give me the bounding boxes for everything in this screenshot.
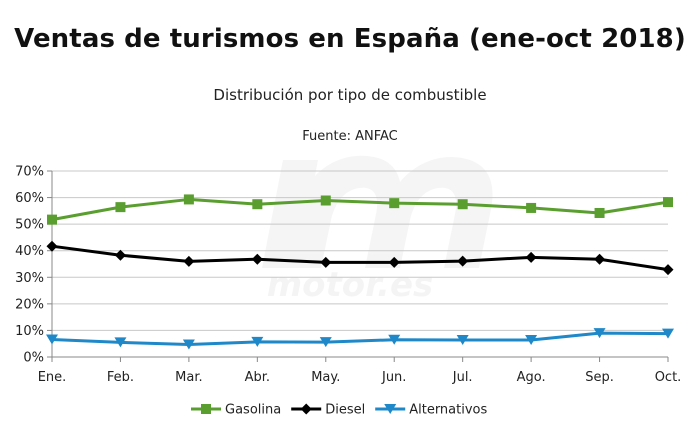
data-point-alternativos [388,334,401,345]
data-point-alternativos [46,334,58,345]
y-tick-label: 70% [15,165,44,180]
y-tick-label: 60% [15,191,44,206]
legend-marker [201,404,211,414]
x-tick-label: Feb. [107,370,134,385]
y-tick-label: 0% [23,351,44,366]
data-point-gasolina [457,199,468,210]
data-point-alternativos [662,328,674,339]
x-tick-label: Oct. [655,370,682,385]
data-point-gasolina [663,197,673,208]
series-alternativos [46,328,674,350]
y-axis-ticks: 0% 10% 20% 30% 40% 50% 60% 70% [15,165,52,366]
data-point-gasolina [526,202,537,213]
axes [51,171,668,358]
x-tick-label: Ene. [38,370,67,385]
legend-item-alternativos: Alternativos [375,403,487,418]
data-point-diesel [46,240,58,252]
series-line-gasolina [51,197,669,222]
y-tick-label: 10% [15,324,44,339]
data-point-gasolina [594,207,605,218]
grid-lines [52,170,668,358]
x-tick-label: Jul. [452,370,473,385]
legend-marker [300,403,312,415]
data-point-gasolina [252,199,263,210]
data-point-alternativos [182,339,195,350]
series-gasolina [47,194,673,225]
x-tick-label: Abr. [245,370,270,385]
x-tick-label: Mar. [175,370,202,385]
data-point-alternativos [251,336,264,347]
y-tick-label: 30% [15,271,44,286]
y-tick-label: 50% [15,218,44,233]
data-point-gasolina [47,214,57,225]
legend-label: Alternativos [409,403,487,418]
data-point-diesel [251,253,263,265]
y-tick-label: 20% [15,297,44,312]
legend-label: Gasolina [225,403,281,418]
series-diesel [46,240,674,276]
data-point-gasolina [389,198,400,209]
data-point-alternativos [319,337,332,348]
data-point-gasolina [183,194,194,205]
watermark-logo: motor.es [262,155,493,305]
data-point-diesel [183,255,195,267]
watermark-text: motor.es [267,265,434,305]
data-point-diesel [662,264,674,276]
data-point-diesel [320,256,332,268]
series-line-diesel [51,244,669,272]
legend-marker [384,404,397,414]
series-line-alternativos [51,331,669,347]
chart-subtitle: Distribución por tipo de combustible [213,86,487,104]
legend-label: Diesel [325,403,365,418]
legend: Gasolina Diesel Alternativos [191,403,487,418]
chart-title: Ventas de turismos en España (ene-oct 20… [14,24,686,54]
x-axis-ticks: Ene. Feb. Mar. Abr. May. Jun. Jul. Ago. Sep. Oct. [38,357,682,385]
chart-source: Fuente: ANFAC [302,129,398,144]
x-tick-label: Sep. [585,370,614,385]
data-point-gasolina [320,195,331,206]
data-point-alternativos [525,334,538,345]
data-point-diesel [457,255,469,267]
x-tick-label: Jun. [381,370,406,385]
data-point-alternativos [456,334,469,345]
data-point-alternativos [114,337,127,348]
data-point-alternativos [593,328,606,339]
data-point-diesel [594,253,606,265]
series-group [46,194,674,350]
legend-item-gasolina: Gasolina [191,403,281,418]
x-tick-label: May. [311,370,340,385]
x-tick-label: Ago. [517,370,546,385]
data-point-diesel [525,251,537,263]
data-point-gasolina [115,202,126,213]
y-tick-label: 40% [15,244,44,259]
data-point-diesel [388,256,400,268]
legend-item-diesel: Diesel [291,403,365,418]
data-point-diesel [114,249,126,261]
